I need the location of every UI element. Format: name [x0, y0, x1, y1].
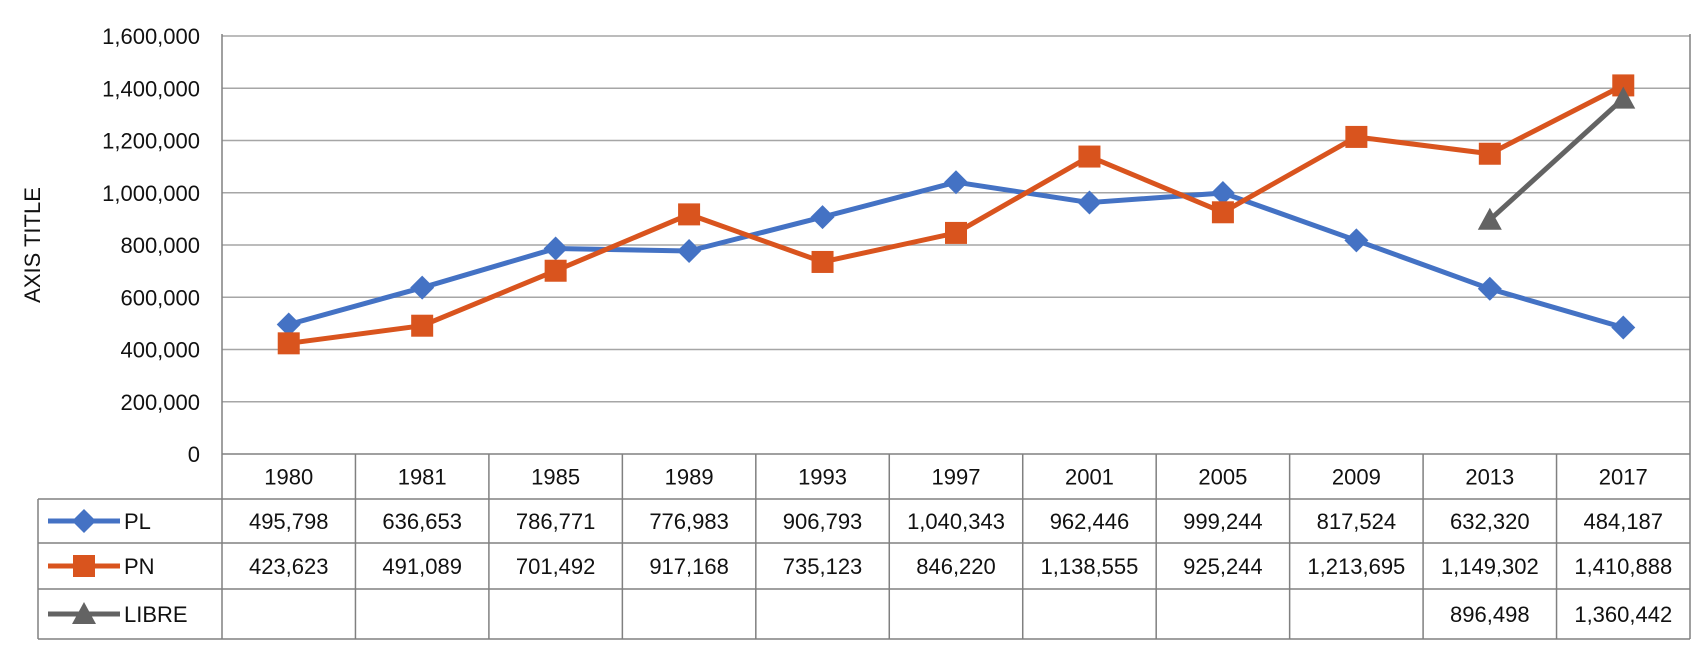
data-point-pl: [410, 275, 435, 300]
data-point-pl: [1077, 190, 1102, 215]
data-table-cell-pl: 962,446: [1050, 509, 1130, 534]
data-point-pn: [1478, 142, 1501, 165]
data-point-libre: [1477, 207, 1502, 230]
category-label: 1997: [932, 465, 981, 490]
category-label: 1989: [665, 465, 714, 490]
category-label: 2005: [1198, 465, 1247, 490]
y-tick-label: 1,600,000: [102, 24, 200, 49]
data-table-cell-pn: 701,492: [516, 554, 596, 579]
y-tick-label: 1,400,000: [102, 76, 200, 101]
y-tick-label: 0: [188, 442, 200, 467]
data-table-cell-pn: 1,149,302: [1441, 554, 1539, 579]
data-point-pl: [944, 170, 968, 195]
legend-label-pl: PL: [124, 509, 151, 534]
data-table-cell-pn: 1,213,695: [1307, 554, 1405, 579]
category-label: 1981: [398, 465, 447, 490]
series-line-pl: [288, 179, 1624, 330]
y-tick-label: 600,000: [120, 285, 200, 310]
category-label: 2001: [1065, 465, 1114, 490]
data-point-pn: [811, 250, 834, 273]
legend-marker-pn: [73, 555, 95, 577]
data-point-pl: [1210, 180, 1235, 205]
data-table-cell-pl: 632,320: [1450, 509, 1530, 534]
data-point-pn: [1211, 201, 1234, 224]
data-point-pl: [810, 205, 835, 230]
data-point-pn: [411, 314, 434, 337]
data-table-cell-pl: 817,524: [1317, 509, 1397, 534]
data-point-pl: [276, 312, 301, 337]
data-table-cell-pl: 636,653: [382, 509, 462, 534]
legend-marker-libre: [72, 602, 96, 624]
data-table-cell-pn: 917,168: [649, 554, 729, 579]
data-point-pl: [677, 239, 702, 264]
category-label: 1985: [531, 465, 580, 490]
data-table-cell-pl: 999,244: [1183, 509, 1263, 534]
legend-marker-pl: [72, 509, 96, 533]
data-table-cell-pn: 1,138,555: [1041, 554, 1139, 579]
data-table-cell-pn: 1,410,888: [1574, 554, 1672, 579]
data-point-pl: [1477, 276, 1502, 301]
category-label: 2017: [1599, 465, 1648, 490]
category-label: 1980: [264, 465, 313, 490]
y-tick-label: 1,200,000: [102, 129, 200, 154]
y-tick-label: 800,000: [120, 233, 200, 258]
series-line-libre: [1488, 96, 1625, 222]
data-table-cell-libre: 1,360,442: [1574, 602, 1672, 627]
data-point-pn: [544, 259, 567, 282]
data-point-pn: [1612, 74, 1635, 97]
data-table-cell-pn: 423,623: [249, 554, 329, 579]
data-table-cell-pn: 735,123: [783, 554, 863, 579]
data-point-pl: [1344, 228, 1369, 253]
data-point-pn: [277, 332, 300, 355]
data-table-cell-pl: 484,187: [1584, 509, 1664, 534]
legend-label-libre: LIBRE: [124, 602, 188, 627]
data-table-cell-pl: 495,798: [249, 509, 329, 534]
data-table-cell-pn: 846,220: [916, 554, 996, 579]
data-point-pn: [1345, 125, 1368, 148]
data-point-pl: [1611, 315, 1636, 340]
y-tick-label: 400,000: [120, 338, 200, 363]
category-label: 1993: [798, 465, 847, 490]
data-table-cell-pl: 1,040,343: [907, 509, 1005, 534]
y-tick-label: 1,000,000: [102, 181, 200, 206]
y-tick-label: 200,000: [120, 390, 200, 415]
data-table-cell-pl: 776,983: [649, 509, 729, 534]
data-table-cell-pl: 906,793: [783, 509, 863, 534]
data-table-cell-libre: 896,498: [1450, 602, 1530, 627]
data-point-pn: [945, 221, 967, 244]
category-label: 2009: [1332, 465, 1381, 490]
legend-label-pn: PN: [124, 554, 155, 579]
data-point-libre: [1611, 86, 1636, 109]
data-table-cell-pl: 786,771: [516, 509, 596, 534]
data-table-cell-pn: 491,089: [382, 554, 462, 579]
data-point-pn: [678, 203, 701, 226]
series-line-pn: [288, 83, 1625, 346]
data-point-pl: [543, 236, 568, 261]
y-axis-title: AXIS TITLE: [20, 187, 45, 303]
category-label: 2013: [1465, 465, 1514, 490]
data-table-cell-pn: 925,244: [1183, 554, 1263, 579]
data-point-pn: [1078, 145, 1101, 168]
